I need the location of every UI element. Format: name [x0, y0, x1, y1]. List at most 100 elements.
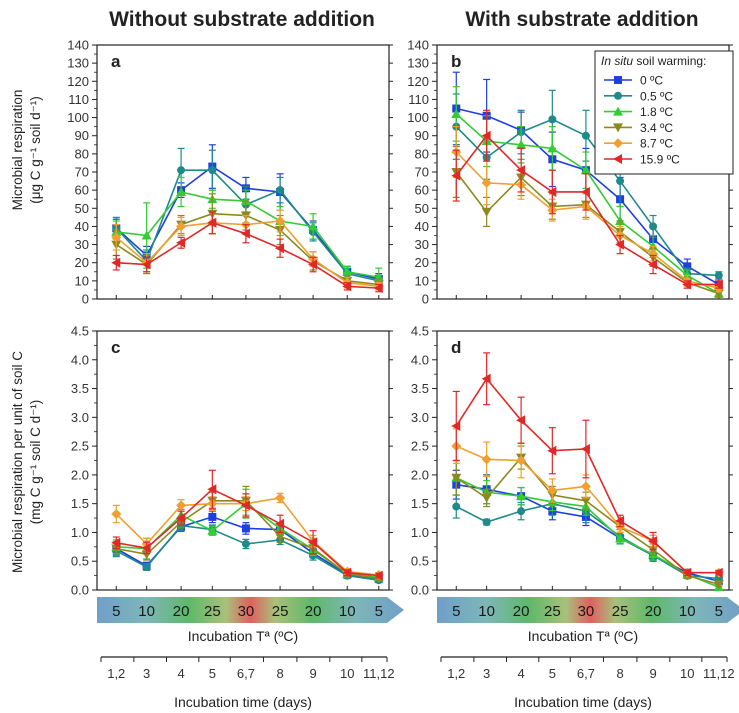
time-tick-label: 3 [143, 666, 150, 681]
panel-letter-d: d [451, 338, 461, 357]
temp-label: 20 [645, 603, 662, 620]
data-point [682, 279, 692, 290]
time-axis-label: Incubation time (days) [174, 694, 312, 710]
data-point [516, 455, 527, 466]
y-tick-label: 90 [75, 128, 89, 143]
y-tick-label: 4.5 [71, 324, 89, 339]
y-tick-label: 0.5 [411, 554, 429, 569]
y-tick-label: 40 [415, 219, 429, 234]
data-point [713, 567, 723, 578]
y-tick-label: 110 [68, 92, 89, 107]
time-tick-label: 4 [517, 666, 524, 681]
incubation-temperature-bars: 5 10 20 25 30 25 20 10 5 Incubation Tª (ºC) 5 10 20 2… [97, 597, 739, 644]
temp-label: 30 [578, 603, 595, 620]
legend-entry: 1.8 ºC [604, 105, 673, 119]
y-tick-label: 0.0 [71, 583, 89, 598]
series-line [115, 497, 379, 576]
data-point [451, 420, 461, 431]
data-point [176, 513, 186, 524]
legend-marker [613, 123, 623, 133]
panel-d: 0.0 0.5 1.0 1.5 2.0 2.5 3.0 3.5 4.0 4.5 d [411, 324, 733, 598]
data-point [648, 536, 658, 547]
y-tick-label: 3.5 [411, 381, 429, 396]
data-point [208, 512, 217, 521]
temp-label: 20 [173, 603, 190, 620]
data-point [713, 279, 723, 290]
data-point [481, 207, 492, 217]
data-point [648, 248, 659, 259]
data-point [275, 492, 286, 503]
time-axis-label: Incubation time (days) [514, 694, 652, 710]
legend-marker [613, 106, 623, 116]
legend-title: In situ soil warming: [601, 54, 706, 68]
data-point [177, 166, 186, 175]
data-point [275, 532, 286, 542]
y-tick-label: 60 [75, 183, 89, 198]
data-point [682, 567, 692, 578]
series-5 [451, 109, 723, 290]
legend-label: 0 ºC [640, 74, 663, 88]
data-point [207, 484, 217, 495]
temp-label: 5 [375, 603, 383, 620]
legend-entry: 15.9 ºC [604, 153, 680, 167]
y-tick-label: 20 [75, 255, 89, 270]
data-point [481, 493, 492, 503]
data-point [176, 500, 187, 511]
temp-label: 25 [272, 603, 289, 620]
time-tick-label: 11,12 [703, 666, 735, 681]
data-point [649, 222, 658, 231]
y-tick-label: 50 [75, 201, 89, 216]
y-tick-label: 50 [415, 201, 429, 216]
y-tick-label: 10 [415, 273, 429, 288]
legend-marker [613, 138, 623, 149]
y-tick-label: 120 [67, 74, 89, 89]
data-point [308, 259, 318, 270]
time-tick-label: 6,7 [577, 666, 595, 681]
y-tick-label: 2.5 [71, 439, 89, 454]
temp-label: 5 [715, 603, 723, 620]
time-tick-label: 10 [680, 666, 694, 681]
time-axis-left: 1,2 3 4 5 6,7 8 9 10 11,12 Incubation time (days) [100, 656, 395, 710]
temp-bar-left: 5 10 20 25 30 25 20 10 5 Incubation Tª (ºC) [97, 597, 404, 644]
series-line [455, 377, 719, 574]
legend-entry: 0 ºC [604, 74, 663, 88]
y-tick-label: 10 [75, 273, 89, 288]
y-tick-label: 1.5 [411, 496, 429, 511]
panels: 0 10 20 30 40 50 60 70 80 90 100 110 120 130 140 a 0 10 20… [67, 38, 733, 598]
legend-label: 1.8 ºC [640, 105, 673, 119]
data-point [342, 567, 352, 578]
incubation-time-axes: 1,2 3 4 5 6,7 8 9 10 11,12 Incubation time (days)… [100, 656, 735, 710]
time-tick-label: 6,7 [237, 666, 255, 681]
data-point [275, 518, 285, 529]
series-5 [111, 211, 383, 294]
panel-c: 0.0 0.5 1.0 1.5 2.0 2.5 3.0 3.5 4.0 4.5 c [71, 324, 393, 598]
y-tick-label: 80 [415, 146, 429, 161]
y-tick-label: 140 [67, 38, 89, 53]
y-tick-label: 1.0 [71, 525, 89, 540]
data-point [516, 415, 526, 426]
y-tick-label: 140 [407, 38, 429, 53]
temp-label: 10 [679, 603, 696, 620]
panel-frame [96, 330, 390, 591]
series-4 [111, 209, 384, 292]
panel-letter-b: b [451, 52, 461, 71]
time-tick-label: 8 [616, 666, 623, 681]
y-tick-label: 3.0 [411, 410, 429, 425]
y-tick-label: 4.5 [411, 324, 429, 339]
data-point [275, 243, 285, 254]
data-point [241, 539, 250, 548]
data-point [240, 228, 250, 239]
data-point [141, 542, 151, 553]
temp-label: 10 [339, 603, 356, 620]
y-tick-label: 20 [415, 255, 429, 270]
data-point [451, 108, 462, 118]
y-tick-label: 130 [407, 56, 429, 71]
time-tick-label: 5 [549, 666, 556, 681]
y-tick-label: 100 [407, 110, 429, 125]
data-point [547, 445, 557, 456]
legend-label: 15.9 ºC [640, 153, 680, 167]
temp-label: 10 [478, 603, 495, 620]
y-tick-label: 110 [408, 92, 429, 107]
y-tick-label: 60 [415, 183, 429, 198]
y-tick-label: 2.0 [411, 467, 429, 482]
